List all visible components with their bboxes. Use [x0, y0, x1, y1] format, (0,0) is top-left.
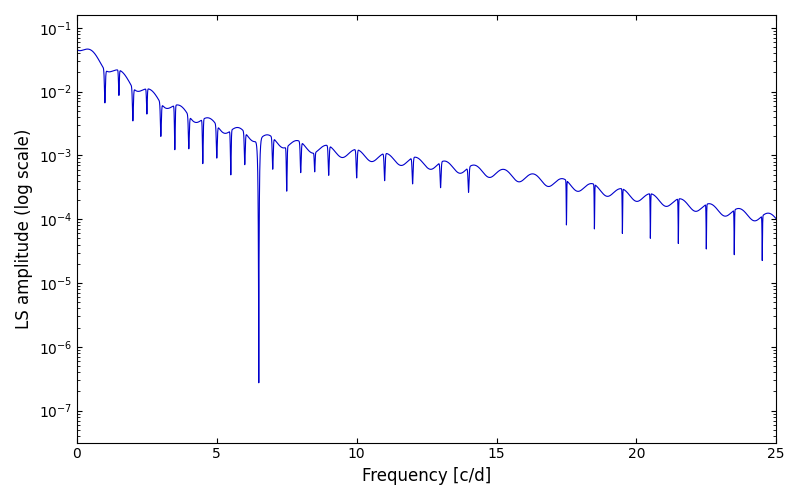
X-axis label: Frequency [c/d]: Frequency [c/d]: [362, 467, 491, 485]
Y-axis label: LS amplitude (log scale): LS amplitude (log scale): [15, 128, 33, 329]
